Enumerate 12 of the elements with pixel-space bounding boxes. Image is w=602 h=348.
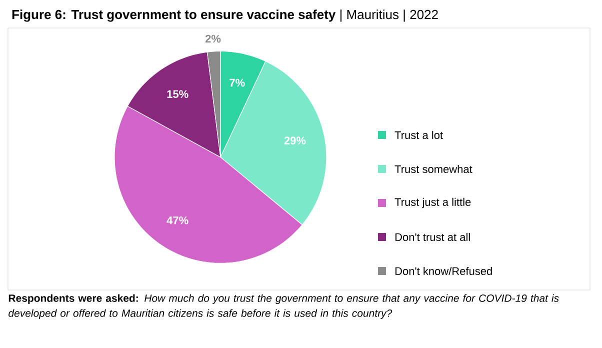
- data-label: 2%: [205, 34, 221, 43]
- data-label: 15%: [167, 90, 188, 98]
- legend-label: Don't trust at all: [395, 232, 470, 242]
- data-label: 47%: [166, 216, 188, 224]
- legend-label: Trust somewhat: [394, 164, 472, 174]
- text: Respondents were asked: How much do you trust the government to ensure that any vaccine for COVID-19 that is developed or offered to Mauritian citizens is safe before it is used in this country?: [8, 294, 559, 319]
- data-label: 29%: [284, 136, 306, 144]
- chart-title: Figure 6: Trust government to ensure vaccine safety | Mauritius | 2022: [12, 10, 438, 22]
- data-label: 7%: [230, 78, 245, 87]
- legend-label: Don't know/Refused: [395, 266, 492, 276]
- legend-label: Trust a lot: [394, 130, 443, 140]
- legend-label: Trust just a little: [394, 198, 471, 208]
